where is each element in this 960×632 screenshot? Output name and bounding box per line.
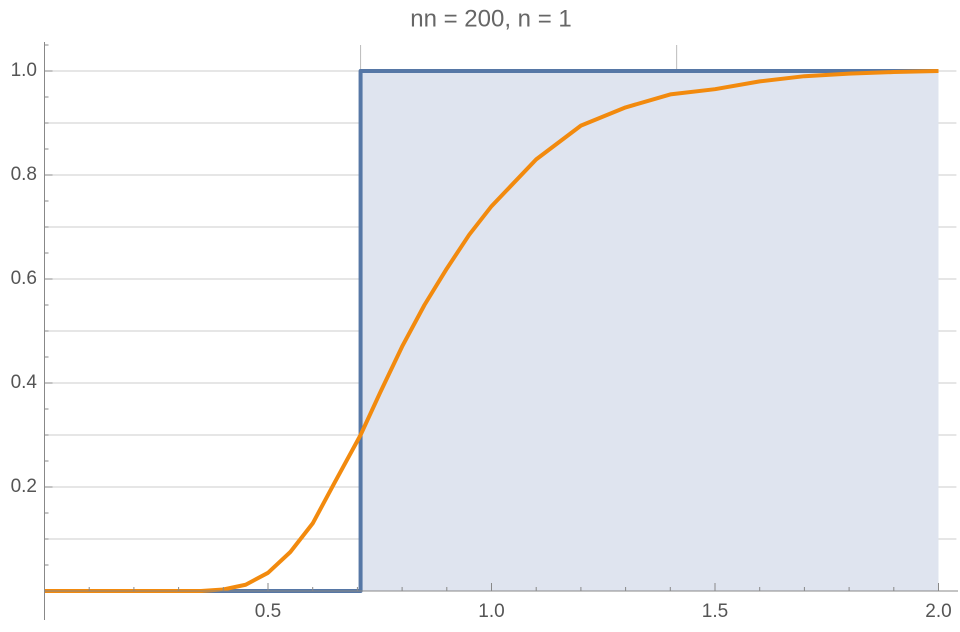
y-tick-label: 0.2	[11, 476, 37, 497]
x-tick-label: 1.0	[478, 601, 504, 622]
y-tick-label: 0.6	[11, 268, 37, 289]
chart-title: nn = 200, n = 1	[410, 5, 571, 32]
x-tick-label: 0.5	[255, 601, 281, 622]
y-tick-label: 0.4	[11, 372, 38, 393]
y-tick-label: 1.0	[11, 60, 37, 81]
area	[44, 71, 939, 591]
series-line	[44, 69, 939, 593]
x-tick-label: 2.0	[925, 601, 951, 622]
y-tick-label: 0.8	[11, 164, 37, 185]
x-tick-label: 1.5	[702, 601, 728, 622]
